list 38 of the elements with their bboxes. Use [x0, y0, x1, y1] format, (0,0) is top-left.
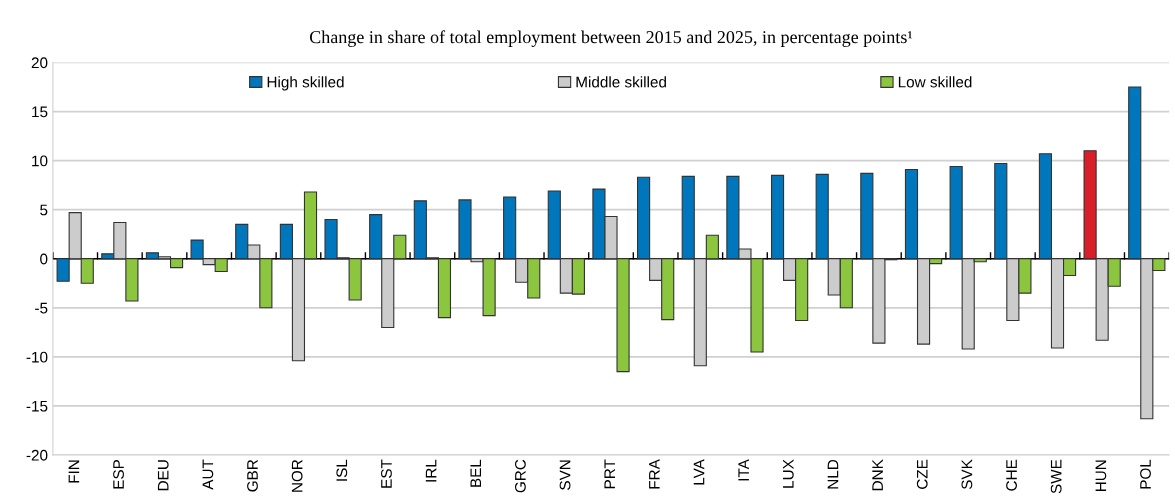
x-tick-label: SWE	[1050, 459, 1062, 494]
y-tick-label: 15	[32, 106, 48, 118]
x-tick-label: DEU	[157, 460, 169, 491]
x-tick-label: NLD	[827, 459, 839, 489]
y-tick-label: -15	[26, 400, 48, 412]
x-tick-label: HUN	[1095, 460, 1107, 492]
x-tick-label: EST	[381, 459, 392, 488]
x-tick-label: CHE	[1006, 459, 1017, 491]
y-tick-label: 5	[40, 204, 48, 216]
x-tick-label: BEL	[470, 459, 481, 487]
y-tick-label: -5	[35, 302, 48, 314]
x-tick-label: POL	[1140, 459, 1151, 489]
x-tick-label: DNK	[872, 459, 883, 491]
x-tick-label: ISL	[336, 459, 348, 481]
x-tick-label: ESP	[113, 459, 124, 489]
y-tick-label: -10	[26, 351, 48, 363]
x-tick-label: PRT	[604, 459, 615, 489]
y-tick-label: 10	[32, 155, 48, 167]
legend-label: High skilled	[267, 76, 344, 91]
x-tick-label: GRC	[514, 459, 526, 493]
y-tick-label: 0	[40, 253, 48, 265]
x-tick-label: GBR	[247, 459, 258, 492]
x-tick-label: NOR	[291, 459, 303, 492]
chart-title: Change in share of total employment between 2015 and 2025, in percentage points¹	[309, 30, 913, 47]
legend-label: Middle skilled	[576, 76, 666, 88]
x-tick-label: SVK	[961, 459, 973, 490]
x-tick-label: SVN	[559, 460, 571, 490]
x-tick-label: LVA	[693, 459, 705, 485]
legend-label: Low skilled	[898, 76, 972, 88]
x-tick-label: IRL	[425, 459, 437, 482]
x-tick-label: CZE	[916, 459, 928, 489]
x-tick-label: AUT	[202, 459, 214, 490]
y-tick-label: -20	[26, 449, 48, 461]
x-tick-label: ITA	[738, 459, 749, 481]
y-tick-label: 20	[31, 57, 48, 69]
x-tick-label: FIN	[68, 460, 80, 483]
x-tick-label: LUX	[783, 459, 794, 488]
x-tick-label: FRA	[649, 459, 660, 489]
